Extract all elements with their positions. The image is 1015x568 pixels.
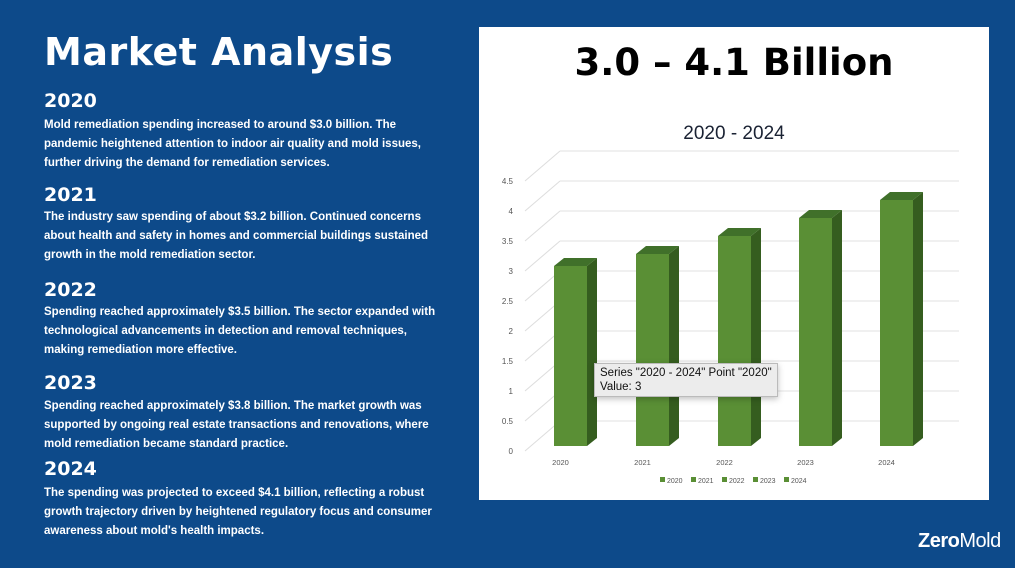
bar: [554, 266, 587, 446]
year-heading: 2020: [44, 90, 97, 112]
y-tick-label: 2: [509, 327, 514, 336]
zeromold-logo: ZeroMold: [918, 530, 1001, 552]
legend-label: 2024: [791, 478, 807, 485]
y-tick-label: 0: [509, 447, 514, 456]
legend-swatch: [722, 477, 727, 482]
legend-swatch: [753, 477, 758, 482]
bar-side: [832, 210, 842, 446]
gridline-depth: [524, 210, 561, 242]
y-tick-label: 4.5: [502, 177, 514, 186]
bar-side: [913, 192, 923, 446]
headline: 3.0 – 4.1 Billion: [574, 41, 894, 84]
year-heading: 2021: [44, 184, 97, 206]
legend-label: 2020: [667, 478, 683, 485]
bar-side: [751, 228, 761, 446]
bar: [636, 254, 669, 446]
bar-top: [799, 210, 842, 218]
y-tick-label: 1.5: [502, 357, 514, 366]
year-text: Spending reached approximately $3.8 bill…: [44, 400, 429, 450]
y-tick-label: 1: [509, 387, 514, 396]
x-tick-label: 2022: [716, 458, 733, 467]
bar-top: [718, 228, 761, 236]
y-tick-label: 4: [509, 207, 514, 216]
legend-swatch: [784, 477, 789, 482]
x-tick-label: 2020: [552, 458, 569, 467]
x-tick-label: 2021: [634, 458, 651, 467]
year-text: The industry saw spending of about $3.2 …: [44, 211, 429, 261]
bar-top: [554, 258, 597, 266]
legend-label: 2023: [760, 478, 776, 485]
year-text: Mold remediation spending increased to a…: [44, 119, 421, 169]
tooltip-value: Value: 3: [600, 381, 642, 393]
bar-chart[interactable]: 0 0.5 1 1.5 2 2.5 3 3.5 4 4.5 2020 2021 2022 2023 2024…: [479, 27, 989, 500]
legend-swatch: [691, 477, 696, 482]
tooltip-series: Series "2020 - 2024" Point "2020": [600, 367, 772, 379]
bar-top: [880, 192, 923, 200]
bar-side: [669, 246, 679, 446]
legend-swatch: [660, 477, 665, 482]
year-text: The spending was projected to exceed $4.…: [44, 487, 432, 537]
bar: [718, 236, 751, 446]
x-tick-label: 2024: [878, 458, 895, 467]
gridline-depth: [524, 240, 561, 272]
y-tick-label: 3: [509, 267, 514, 276]
year-heading: 2023: [44, 372, 97, 394]
chart-tooltip: Series "2020 - 2024" Point "2020" Value: …: [594, 363, 778, 397]
page-title: Market Analysis: [44, 30, 394, 74]
y-tick-label: 2.5: [502, 297, 514, 306]
chart-panel: 3.0 – 4.1 Billion 2020 - 2024 0 0.5 1 1.5 2 2…: [479, 27, 989, 500]
chart-title: 2020 - 2024: [683, 123, 785, 144]
bar-top: [636, 246, 679, 254]
bar: [880, 200, 913, 446]
y-tick-label: 3.5: [502, 237, 514, 246]
legend-label: 2021: [698, 478, 714, 485]
year-text: Spending reached approximately $3.5 bill…: [44, 306, 436, 356]
gridline-depth: [524, 150, 561, 182]
bar: [799, 218, 832, 446]
legend-label: 2022: [729, 478, 745, 485]
year-heading: 2024: [44, 458, 97, 480]
bar-side: [587, 258, 597, 446]
y-tick-label: 0.5: [502, 417, 514, 426]
year-heading: 2022: [44, 279, 97, 301]
x-tick-label: 2023: [797, 458, 814, 467]
gridline-depth: [524, 180, 561, 212]
